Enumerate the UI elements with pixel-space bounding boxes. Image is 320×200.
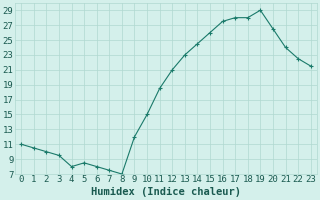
- X-axis label: Humidex (Indice chaleur): Humidex (Indice chaleur): [91, 187, 241, 197]
